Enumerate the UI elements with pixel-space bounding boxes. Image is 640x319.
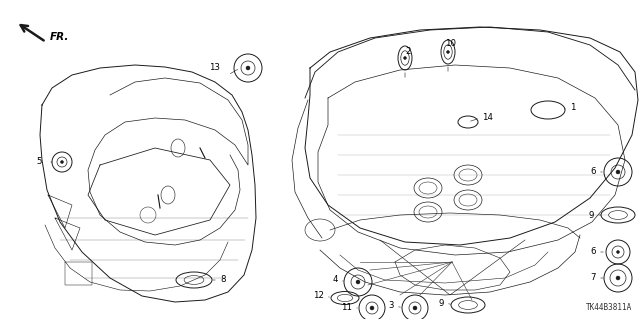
Text: 8: 8 xyxy=(220,276,225,285)
Text: 12: 12 xyxy=(313,292,324,300)
Text: 9: 9 xyxy=(589,211,594,219)
Text: 11: 11 xyxy=(341,303,352,313)
Circle shape xyxy=(616,250,620,254)
Text: 6: 6 xyxy=(591,167,596,176)
Text: 10: 10 xyxy=(445,40,456,48)
Text: 3: 3 xyxy=(388,301,394,310)
Circle shape xyxy=(61,160,63,164)
Text: 1: 1 xyxy=(570,103,575,113)
Text: 7: 7 xyxy=(591,273,596,283)
Circle shape xyxy=(356,280,360,284)
Circle shape xyxy=(413,306,417,310)
Circle shape xyxy=(447,50,449,54)
Circle shape xyxy=(616,170,620,174)
Circle shape xyxy=(370,306,374,310)
Text: 13: 13 xyxy=(209,63,220,72)
Text: 2: 2 xyxy=(405,48,411,56)
Text: 14: 14 xyxy=(482,114,493,122)
Text: 5: 5 xyxy=(36,158,42,167)
Circle shape xyxy=(246,66,250,70)
Text: 6: 6 xyxy=(591,248,596,256)
Circle shape xyxy=(403,56,406,60)
Text: FR.: FR. xyxy=(50,32,69,42)
Text: 9: 9 xyxy=(438,299,444,308)
Text: 4: 4 xyxy=(333,276,338,285)
Circle shape xyxy=(616,276,620,280)
Text: TK44B3811A: TK44B3811A xyxy=(586,303,632,313)
